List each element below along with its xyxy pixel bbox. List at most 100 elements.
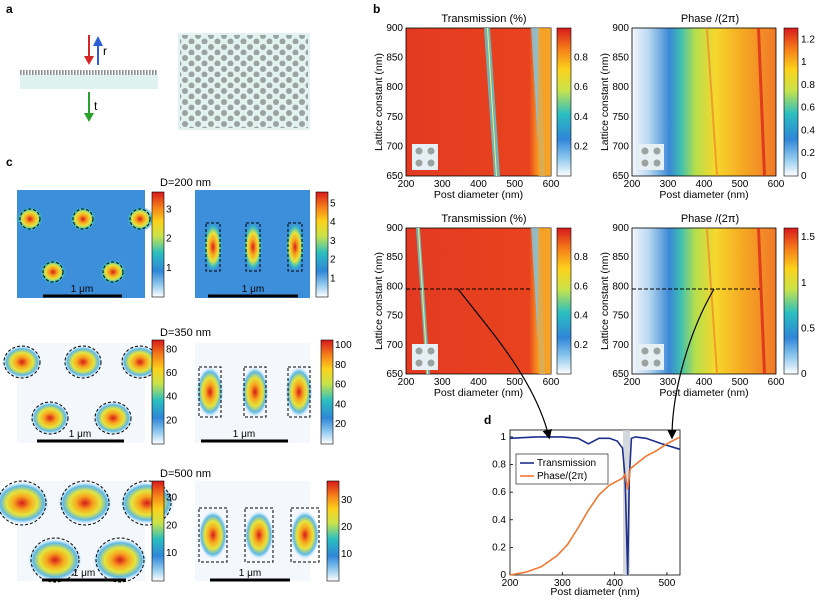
- colorbar-tick-label: 10: [166, 548, 178, 559]
- post: [65, 70, 67, 75]
- x-tick-label: 200: [502, 578, 519, 589]
- colorbar-tick-label: 20: [166, 415, 178, 426]
- post: [113, 70, 115, 75]
- y-tick-label: 700: [612, 340, 629, 351]
- x-tick-label: 500: [732, 377, 749, 388]
- y-tick-label: 800: [612, 281, 629, 292]
- x-axis-label: Post diameter (nm): [659, 387, 748, 399]
- y-tick-label: 650: [612, 171, 629, 182]
- post: [20, 70, 22, 75]
- y-axis-label: Lattice constant (nm): [373, 252, 385, 350]
- y-tick-label: 800: [612, 82, 629, 93]
- colorbar-tick-label: 0.6: [574, 281, 588, 292]
- r-label: r: [103, 44, 107, 58]
- colorbar-tick-label: 80: [335, 360, 347, 371]
- colorbar-tick-label: 30: [341, 495, 353, 506]
- colorbar-tick-label: 0.5: [801, 323, 815, 334]
- y-axis-label: Lattice constant (nm): [599, 53, 611, 151]
- legend-transmission: Transmission: [537, 458, 596, 469]
- post: [152, 70, 154, 75]
- post: [23, 70, 25, 75]
- colorbar-tick-label: 1: [801, 57, 807, 68]
- x-tick-label: 200: [624, 377, 641, 388]
- x-tick-label: 300: [554, 578, 571, 589]
- reflected-arrow-head: [93, 36, 103, 46]
- y-tick-label: 750: [386, 112, 403, 123]
- field-hotspot: [120, 345, 160, 379]
- y-tick-label: 850: [386, 252, 403, 263]
- colorbar-tick-label: 1.5: [801, 232, 815, 243]
- colorbar-tick-label: 0: [801, 369, 807, 380]
- x-tick-label: 200: [624, 179, 641, 190]
- post-outline: [122, 480, 172, 526]
- post-outline: [72, 208, 94, 230]
- y-tick-label: 0.8: [492, 460, 506, 471]
- field-hotspot: [63, 345, 103, 379]
- x-tick-label: 300: [660, 377, 677, 388]
- colorbar-tick-label: 0.2: [574, 340, 588, 351]
- heatmap-phase-bottom: Phase /(2π): [631, 213, 799, 375]
- y-tick-label: 750: [386, 311, 403, 322]
- field-hotspot: [0, 481, 50, 525]
- colorbar-tick-label: 0.6: [801, 103, 815, 114]
- post-outline: [3, 345, 41, 379]
- panel-c: D=200 nm D=350 nm D=500 nm 1 μm 1 μm 1 μm 1…: [0, 177, 353, 583]
- post-outline: [19, 208, 41, 230]
- y-axis-label: Lattice constant (nm): [373, 53, 385, 151]
- field-hotspot: [196, 366, 224, 418]
- field-hotspot: [198, 510, 228, 560]
- post-outline: [42, 261, 64, 283]
- legend-phase: Phase/(2π): [537, 471, 587, 482]
- post: [56, 70, 58, 75]
- post: [143, 70, 145, 75]
- post: [44, 70, 46, 75]
- post: [53, 70, 55, 75]
- colorbar-tick-label: 1: [330, 273, 336, 284]
- x-tick-label: 200: [398, 377, 415, 388]
- colorbar-tick-label: 10: [341, 549, 353, 560]
- post-outline: [0, 480, 47, 526]
- post: [125, 70, 127, 75]
- post-outline: [31, 401, 69, 435]
- post: [38, 70, 40, 75]
- post: [41, 70, 43, 75]
- lattice-dots: [180, 35, 308, 128]
- scale-bar-label: 1 μm: [73, 568, 95, 579]
- x-tick-label: 400: [470, 377, 487, 388]
- colorbar-tick-label: 3: [330, 236, 336, 247]
- x-tick-label: 600: [768, 179, 785, 190]
- panel-label-c: c: [6, 155, 13, 169]
- colorbar-tick-label: 40: [166, 392, 178, 403]
- x-axis-label: Post diameter (nm): [434, 387, 523, 399]
- y-tick-label: 900: [612, 23, 629, 34]
- colorbar-tick-label: 2: [166, 234, 172, 245]
- field-hotspot: [290, 510, 320, 560]
- colorbar-tick-label: 20: [166, 520, 178, 531]
- d-xlabel: Post diameter (nm): [550, 586, 639, 598]
- x-tick-label: 600: [768, 377, 785, 388]
- post-outline: [198, 507, 228, 563]
- x-tick-label: 500: [506, 179, 523, 190]
- post-outline: [287, 222, 303, 272]
- post-outline: [102, 261, 124, 283]
- heatmap-phase-top: Phase /(2π): [631, 13, 799, 177]
- t-label: t: [94, 99, 98, 113]
- connector-arrow-phase: [667, 288, 715, 440]
- colorbar-tick-label: 100: [335, 340, 352, 351]
- post: [68, 70, 70, 75]
- panel-b: Transmission (%) Phase /(2π) Transmissio…: [373, 13, 815, 399]
- colorbar-tick-label: 0.6: [574, 82, 588, 93]
- post: [77, 70, 79, 75]
- post: [119, 70, 121, 75]
- post-outline: [244, 507, 274, 563]
- scale-bar-label: 1 μm: [71, 284, 93, 295]
- post-outline: [245, 222, 261, 272]
- colorbar-tick-label: 0.8: [801, 80, 815, 91]
- field-hotspot: [285, 366, 313, 418]
- panel-a: r t: [20, 33, 310, 130]
- post: [140, 70, 142, 75]
- field-hotspot: [243, 221, 263, 273]
- post: [149, 70, 151, 75]
- heatmap-trans-top: Transmission (%): [405, 13, 572, 177]
